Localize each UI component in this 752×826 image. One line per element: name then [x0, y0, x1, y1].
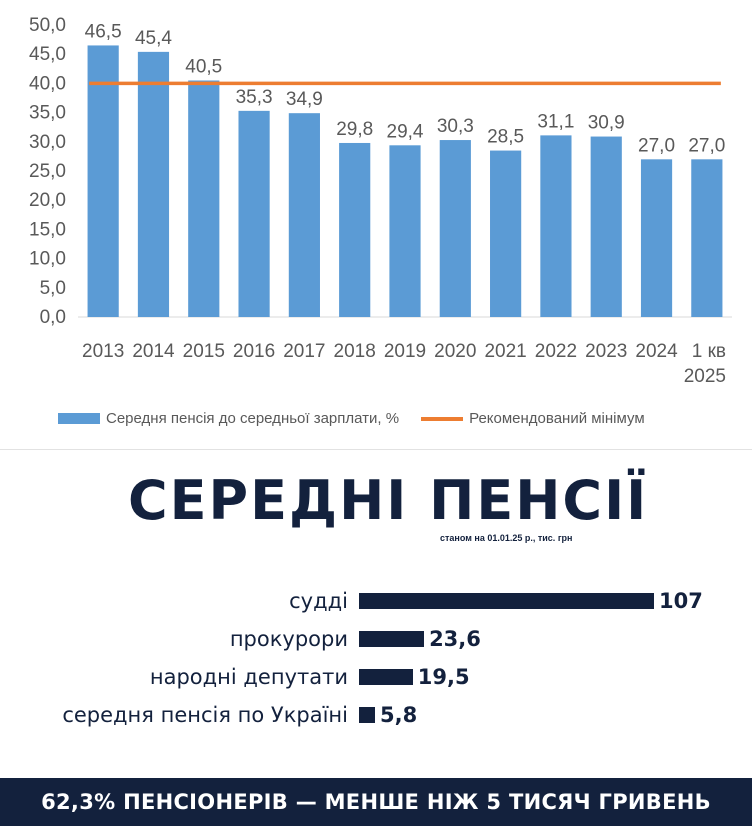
pension-bar	[359, 631, 425, 647]
y-tick-label: 30,0	[29, 132, 66, 153]
legend-line-label: Рекомендований мінімум	[469, 410, 645, 427]
bar	[188, 80, 220, 317]
bar-value-label: 29,8	[336, 119, 373, 140]
bar-value-label: 28,5	[487, 127, 524, 148]
bar	[640, 159, 673, 317]
y-tick-label: 45,0	[29, 44, 66, 65]
pension-bar	[359, 593, 654, 609]
x-tick-label: 2017	[283, 341, 325, 362]
bar-value-label: 30,9	[588, 113, 625, 134]
bar	[490, 150, 522, 317]
bar	[288, 113, 320, 318]
x-tick-label: 2020	[434, 341, 476, 362]
pension-row-label: прокурори	[229, 627, 348, 651]
bar-value-label: 27,0	[688, 135, 725, 156]
x-tick-label: 2016	[233, 341, 275, 362]
average-pensions-panel: СЕРЕДНІ ПЕНСІЇ станом на 01.01.25 р., ти…	[0, 450, 752, 826]
bar-value-label: 34,9	[286, 89, 323, 110]
pension-bar	[359, 707, 375, 723]
bar	[389, 145, 421, 317]
y-tick-label: 40,0	[29, 73, 66, 94]
pension-value-label: 19,5	[417, 665, 470, 689]
footer-banner: 62,3% ПЕНСІОНЕРІВ — МЕНШЕ НІЖ 5 ТИСЯЧ ГР…	[0, 778, 752, 826]
x-tick-label: 1 кв	[692, 341, 726, 362]
y-tick-label: 25,0	[29, 161, 66, 182]
x-tick-label: 2018	[334, 341, 376, 362]
pension-value-label: 23,6	[429, 627, 481, 651]
bar-value-label: 35,3	[236, 87, 273, 108]
y-tick-label: 0,0	[40, 307, 66, 328]
y-tick-label: 20,0	[29, 190, 66, 211]
pension-row-label: народні депутати	[149, 665, 348, 689]
bar-value-label: 29,4	[387, 121, 424, 142]
bar	[238, 110, 270, 318]
pension-row-label: середня пенсія по Україні	[62, 703, 348, 727]
pension-row: прокурори 23,6	[0, 626, 752, 652]
pension-value-label: 107	[659, 589, 703, 613]
y-tick-label: 50,0	[29, 15, 66, 36]
bar-value-label: 40,5	[185, 56, 222, 77]
y-tick-label: 15,0	[29, 219, 66, 240]
pension-value-label: 5,8	[379, 703, 418, 727]
pension-row: судді 107	[0, 588, 752, 614]
bar	[137, 51, 170, 317]
y-tick-label: 35,0	[29, 103, 66, 124]
x-tick-label: 2024	[635, 341, 678, 362]
pension-ratio-chart-plot: 0,0 5,0 10,0 15,0 20,0 25,0 30,0 35,0 40,0 45,0 50…	[29, 15, 732, 387]
pension-row-label: судді	[289, 589, 348, 613]
pension-row: середня пенсія по Україні 5,8	[0, 702, 752, 728]
pension-bar	[359, 669, 413, 685]
pension-row: народні депутати 19,5	[0, 664, 752, 690]
bar-value-label: 46,5	[85, 21, 122, 42]
pension-ratio-chart: 0,0 5,0 10,0 15,0 20,0 25,0 30,0 35,0 40,0 45,0 50…	[0, 15, 752, 450]
bar	[540, 135, 572, 317]
x-tick-label: 2023	[585, 341, 627, 362]
x-tick-label: 2025	[684, 366, 726, 387]
x-tick-label: 2019	[384, 341, 426, 362]
pensions-subtitle: станом на 01.01.25 р., тис. грн	[440, 533, 573, 543]
bar	[439, 140, 471, 317]
bar-value-label: 27,0	[638, 135, 675, 156]
bar	[339, 142, 371, 317]
x-tick-label: 2021	[484, 341, 526, 362]
bar-value-label: 45,4	[135, 28, 172, 49]
y-tick-label: 10,0	[29, 249, 66, 270]
legend-bar-label: Середня пенсія до середньої зарплати, %	[106, 410, 400, 427]
pensions-title: СЕРЕДНІ ПЕНСІЇ	[128, 469, 649, 532]
legend-bar-swatch	[58, 413, 100, 424]
bar	[590, 136, 622, 317]
x-tick-label: 2014	[132, 341, 175, 362]
bar	[87, 45, 119, 317]
bar-value-label: 30,3	[437, 116, 474, 137]
y-tick-label: 5,0	[40, 278, 66, 299]
legend-line-swatch	[421, 416, 464, 421]
x-tick-label: 2013	[82, 341, 124, 362]
x-tick-label: 2015	[183, 341, 225, 362]
x-tick-label: 2022	[535, 341, 577, 362]
bar	[691, 159, 723, 317]
chart-legend: Середня пенсія до середньої зарплати, % …	[58, 410, 645, 427]
bar-value-label: 31,1	[537, 111, 574, 132]
